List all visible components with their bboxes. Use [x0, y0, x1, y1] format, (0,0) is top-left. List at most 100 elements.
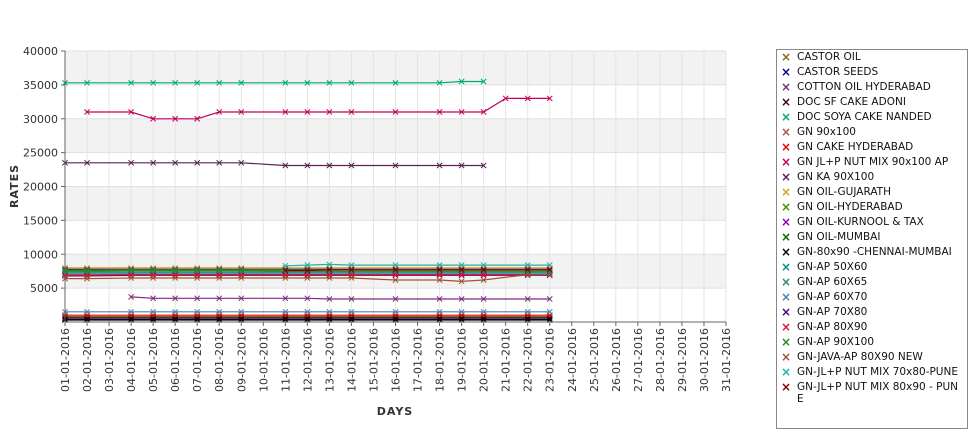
legend-marker-icon: ×	[781, 110, 792, 124]
x-tick-label: 19-01-2016	[456, 328, 469, 392]
x-tick-label: 15-01-2016	[367, 328, 380, 392]
legend-item: × GN JL+P NUT MIX 90x100 AP	[777, 155, 967, 170]
legend-item: × GN 90x100	[777, 125, 967, 140]
x-tick-label: 05-01-2016	[147, 328, 160, 392]
series-line	[285, 263, 550, 267]
legend-marker-icon: ×	[781, 365, 792, 379]
series-20	[62, 271, 553, 285]
data-point	[480, 277, 487, 283]
data-point	[524, 308, 531, 315]
data-point	[282, 262, 289, 269]
data-point	[304, 308, 311, 315]
data-point	[150, 308, 157, 315]
data-point	[458, 162, 465, 169]
series-7	[84, 95, 553, 122]
x-tick-label: 17-01-2016	[412, 328, 425, 392]
data-point	[216, 275, 223, 281]
data-point	[194, 79, 201, 86]
legend-label: GN 90x100	[797, 126, 856, 138]
legend-label: GN CAKE HYDERABAD	[797, 141, 914, 153]
data-point	[282, 109, 289, 115]
data-point	[304, 267, 311, 274]
y-tick-label: 5000	[30, 282, 58, 295]
legend-marker-icon: ×	[781, 65, 792, 79]
data-point	[392, 266, 399, 273]
data-point	[524, 296, 531, 302]
data-point	[84, 267, 90, 274]
legend-item: × GN CAKE HYDERABAD	[777, 140, 967, 155]
data-point	[216, 308, 223, 315]
data-point	[458, 308, 465, 315]
legend-item: × COTTON OIL HYDERABAD	[777, 80, 967, 95]
legend-label: GN-80x90 -CHENNAI-MUMBAI	[797, 246, 952, 258]
y-tick-label: 35000	[23, 79, 58, 92]
data-point	[304, 79, 311, 86]
data-point	[392, 308, 399, 315]
legend-marker-icon: ×	[781, 155, 792, 169]
series-line	[65, 274, 550, 276]
data-point	[326, 79, 333, 86]
data-point	[128, 159, 135, 166]
series-line	[285, 269, 550, 272]
x-tick-label: 02-01-2016	[81, 328, 94, 392]
legend-label: GN KA 90X100	[797, 171, 875, 183]
data-point	[524, 262, 531, 269]
data-point	[326, 308, 333, 315]
legend-label: GN-JL+P NUT MIX 70x80-PUNE	[797, 366, 958, 378]
series-line	[131, 296, 550, 300]
legend-item: × GN-80x90 -CHENNAI-MUMBAI	[777, 245, 967, 260]
legend: × CASTOR OIL × CASTOR SEEDS × COTTON OIL HYDE…	[776, 49, 968, 429]
data-point	[282, 275, 289, 281]
series-line	[65, 274, 550, 277]
data-point	[546, 262, 553, 269]
legend-item: × GN-AP 90X100	[777, 335, 967, 350]
legend-item: × GN-AP 60X70	[777, 290, 967, 305]
legend-marker-icon: ×	[781, 290, 792, 304]
data-point	[282, 79, 289, 86]
legend-marker-icon: ×	[781, 230, 792, 244]
data-point	[172, 115, 179, 122]
y-tick-label: 10000	[23, 248, 58, 261]
legend-item: × GN KA 90X100	[777, 170, 967, 185]
data-point	[502, 95, 509, 102]
x-tick-label: 26-01-2016	[610, 328, 623, 392]
legend-marker-icon: ×	[781, 170, 792, 184]
legend-item: × GN-AP 80X90	[777, 320, 967, 335]
data-point	[216, 266, 223, 273]
data-point	[172, 79, 179, 86]
data-point	[172, 159, 179, 166]
data-point	[150, 275, 157, 281]
series-line	[65, 162, 484, 167]
legend-item: × GN-JL+P NUT MIX 80x90 - PUNE	[777, 380, 967, 407]
x-tick-label: 30-01-2016	[698, 328, 711, 392]
legend-item: × GN OIL-GUJARATH	[777, 185, 967, 200]
y-tick-label: 20000	[23, 181, 58, 194]
legend-label: GN OIL-HYDERABAD	[797, 201, 903, 213]
legend-item: × DOC SF CAKE ADONI	[777, 95, 967, 110]
x-tick-label: 01-01-2016	[59, 328, 72, 392]
data-point	[84, 109, 90, 115]
data-point	[128, 109, 135, 115]
data-point	[392, 262, 399, 269]
data-point	[326, 162, 333, 169]
data-point	[326, 266, 333, 273]
data-point	[84, 308, 90, 315]
legend-marker-icon: ×	[781, 80, 792, 94]
data-point	[304, 295, 311, 302]
series-line	[65, 80, 484, 84]
legend-marker-icon: ×	[781, 50, 792, 64]
data-point	[304, 109, 311, 115]
series-line	[65, 269, 550, 272]
legend-marker-icon: ×	[781, 320, 792, 334]
legend-item: × GN OIL-KURNOOL & TAX	[777, 215, 967, 230]
x-tick-label: 11-01-2016	[279, 328, 292, 392]
legend-label: GN OIL-GUJARATH	[797, 186, 891, 198]
legend-marker-icon: ×	[781, 140, 792, 154]
x-tick-label: 06-01-2016	[169, 328, 182, 392]
x-tick-label: 24-01-2016	[566, 328, 579, 392]
data-point	[546, 296, 553, 302]
data-point	[150, 159, 157, 166]
data-point	[480, 109, 487, 115]
data-point	[392, 296, 399, 302]
data-point	[458, 109, 465, 115]
